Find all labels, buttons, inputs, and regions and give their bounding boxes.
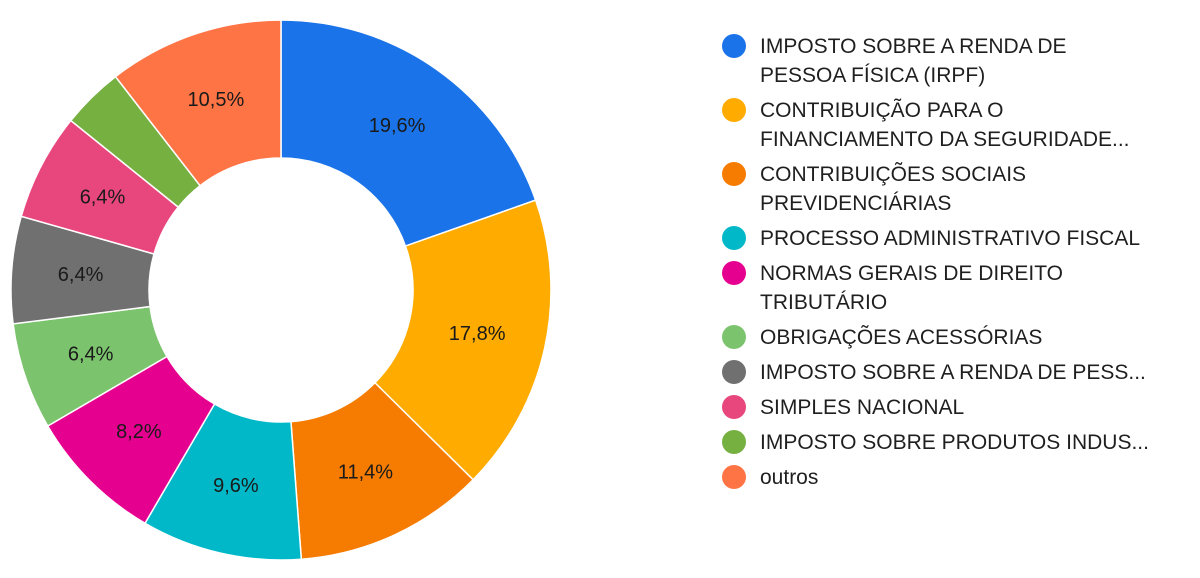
legend-swatch <box>722 465 746 489</box>
slice-3 <box>290 381 475 561</box>
legend-swatch <box>722 325 746 349</box>
legend-swatch <box>722 395 746 419</box>
legend-item: CONTRIBUIÇÃO PARA O FINANCIAMENTO DA SEG… <box>722 96 1192 154</box>
legend-swatch <box>722 261 746 285</box>
legend-label: IMPOSTO SOBRE A RENDA DE PESS... <box>760 361 1146 384</box>
legend-item: IMPOSTO SOBRE A RENDA DE PESS... <box>722 358 1192 387</box>
slice-2 <box>373 199 552 481</box>
legend-item: PROCESSO ADMINISTRATIVO FISCAL <box>722 224 1192 253</box>
slice-label-8: 6,4% <box>80 187 126 209</box>
legend-swatch <box>722 162 746 186</box>
slice-label-5: 8,2% <box>116 421 162 443</box>
slice-label-7: 6,4% <box>58 264 104 286</box>
legend-label: outros <box>760 466 819 489</box>
slice-label-1: 19,6% <box>369 115 426 137</box>
slice-10 <box>114 19 282 187</box>
legend-label: CONTRIBUIÇÃO PARA O FINANCIAMENTO DA SEG… <box>760 99 1130 151</box>
legend-item: IMPOSTO SOBRE A RENDA DE PESSOA FÍSICA (… <box>722 32 1192 90</box>
legend-item: CONTRIBUIÇÕES SOCIAIS PREVIDENCIÁRIAS <box>722 160 1192 218</box>
legend-item: outros <box>722 463 1192 492</box>
legend-label: CONTRIBUIÇÕES SOCIAIS PREVIDENCIÁRIAS <box>760 163 1027 215</box>
legend-label: PROCESSO ADMINISTRATIVO FISCAL <box>760 227 1141 250</box>
legend-label: OBRIGAÇÕES ACESSÓRIAS <box>760 326 1043 349</box>
legend-swatch <box>722 34 746 58</box>
donut-chart: 19,6% 17,8% 11,4% 9,6% 8,2% 6,4% 6,4% 6,4% 10,5% <box>10 19 552 561</box>
legend-swatch <box>722 360 746 384</box>
slice-label-4: 9,6% <box>213 475 259 497</box>
legend-label: SIMPLES NACIONAL <box>760 396 965 419</box>
slice-1 <box>280 19 537 248</box>
legend-item: SIMPLES NACIONAL <box>722 393 1192 422</box>
legend-item: OBRIGAÇÕES ACESSÓRIAS <box>722 323 1192 352</box>
slice-label-10: 10,5% <box>188 89 245 111</box>
legend-item: NORMAS GERAIS DE DIREITO TRIBUTÁRIO <box>722 259 1192 317</box>
legend-swatch <box>722 98 746 122</box>
legend-swatch <box>722 430 746 454</box>
slice-label-6: 6,4% <box>68 344 114 366</box>
legend-label: IMPOSTO SOBRE A RENDA DE PESSOA FÍSICA (… <box>760 35 1067 87</box>
legend-label: IMPOSTO SOBRE PRODUTOS INDUS... <box>760 431 1149 454</box>
legend-item: IMPOSTO SOBRE PRODUTOS INDUS... <box>722 428 1192 457</box>
slice-label-2: 17,8% <box>449 323 506 345</box>
legend: IMPOSTO SOBRE A RENDA DE PESSOA FÍSICA (… <box>722 32 1192 498</box>
slice-label-3: 11,4% <box>338 461 393 483</box>
legend-label: NORMAS GERAIS DE DIREITO TRIBUTÁRIO <box>760 262 1063 314</box>
legend-swatch <box>722 226 746 250</box>
